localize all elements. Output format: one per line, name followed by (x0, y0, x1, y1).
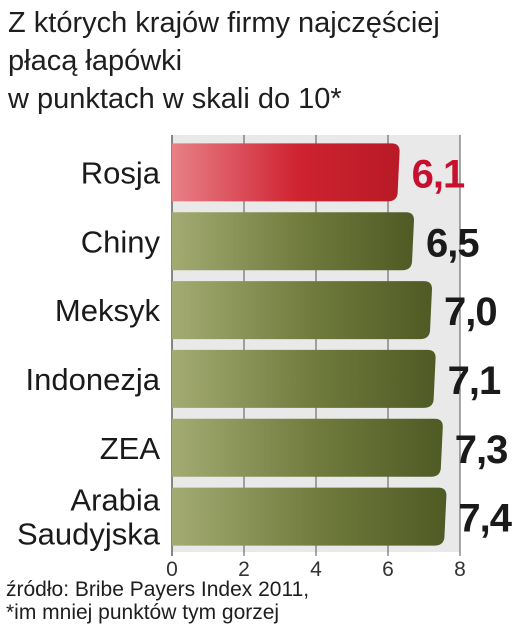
x-tick-label-2: 2 (238, 558, 250, 581)
value-label-2: 7,0 (444, 290, 497, 334)
category-label-1: Chiny (81, 224, 161, 259)
x-tick-label-8: 8 (454, 558, 466, 581)
bar-0 (172, 143, 400, 202)
bar-4 (172, 418, 443, 477)
category-label-4: ZEA (100, 431, 161, 466)
category-label-5-1: Saudyjska (17, 517, 161, 552)
category-label-2: Meksyk (55, 293, 161, 328)
value-label-4: 7,3 (455, 428, 508, 472)
category-label-5-0: Arabia (70, 483, 160, 518)
category-label-0: Rosja (81, 155, 161, 190)
value-label-3: 7,1 (448, 359, 501, 403)
category-label-3: Indonezja (26, 362, 161, 397)
title-line-1: Z których krajów firmy najczęściej (8, 7, 440, 39)
bar-3 (172, 349, 436, 408)
bar-1 (172, 212, 414, 271)
value-label-0: 6,1 (412, 152, 465, 196)
title-line-3: w punktach w skali do 10* (8, 83, 342, 115)
value-label-1: 6,5 (426, 221, 479, 265)
value-label-5: 7,4 (458, 497, 512, 541)
source-line-1: źródło: Bribe Payers Index 2011, (6, 578, 310, 601)
source-note: źródło: Bribe Payers Index 2011, *im mni… (6, 578, 309, 624)
bar-5 (172, 487, 447, 546)
chart-title: Z których krajów firmy najczęściej płacą… (8, 4, 513, 118)
source-line-2: *im mniej punktów tym gorzej (6, 601, 280, 624)
x-tick-label-6: 6 (382, 558, 394, 581)
title-line-2: płacą łapówki (8, 45, 183, 77)
x-tick-label-0: 0 (166, 558, 178, 581)
bar-2 (172, 281, 432, 340)
x-tick-label-4: 4 (310, 558, 322, 581)
